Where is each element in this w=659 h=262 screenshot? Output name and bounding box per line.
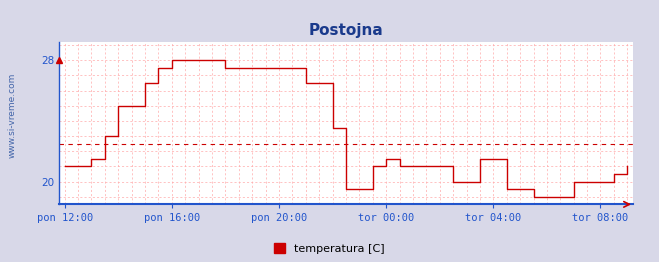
Text: www.si-vreme.com: www.si-vreme.com — [7, 73, 16, 158]
Title: Postojna: Postojna — [308, 23, 384, 38]
Legend: temperatura [C]: temperatura [C] — [274, 243, 385, 254]
